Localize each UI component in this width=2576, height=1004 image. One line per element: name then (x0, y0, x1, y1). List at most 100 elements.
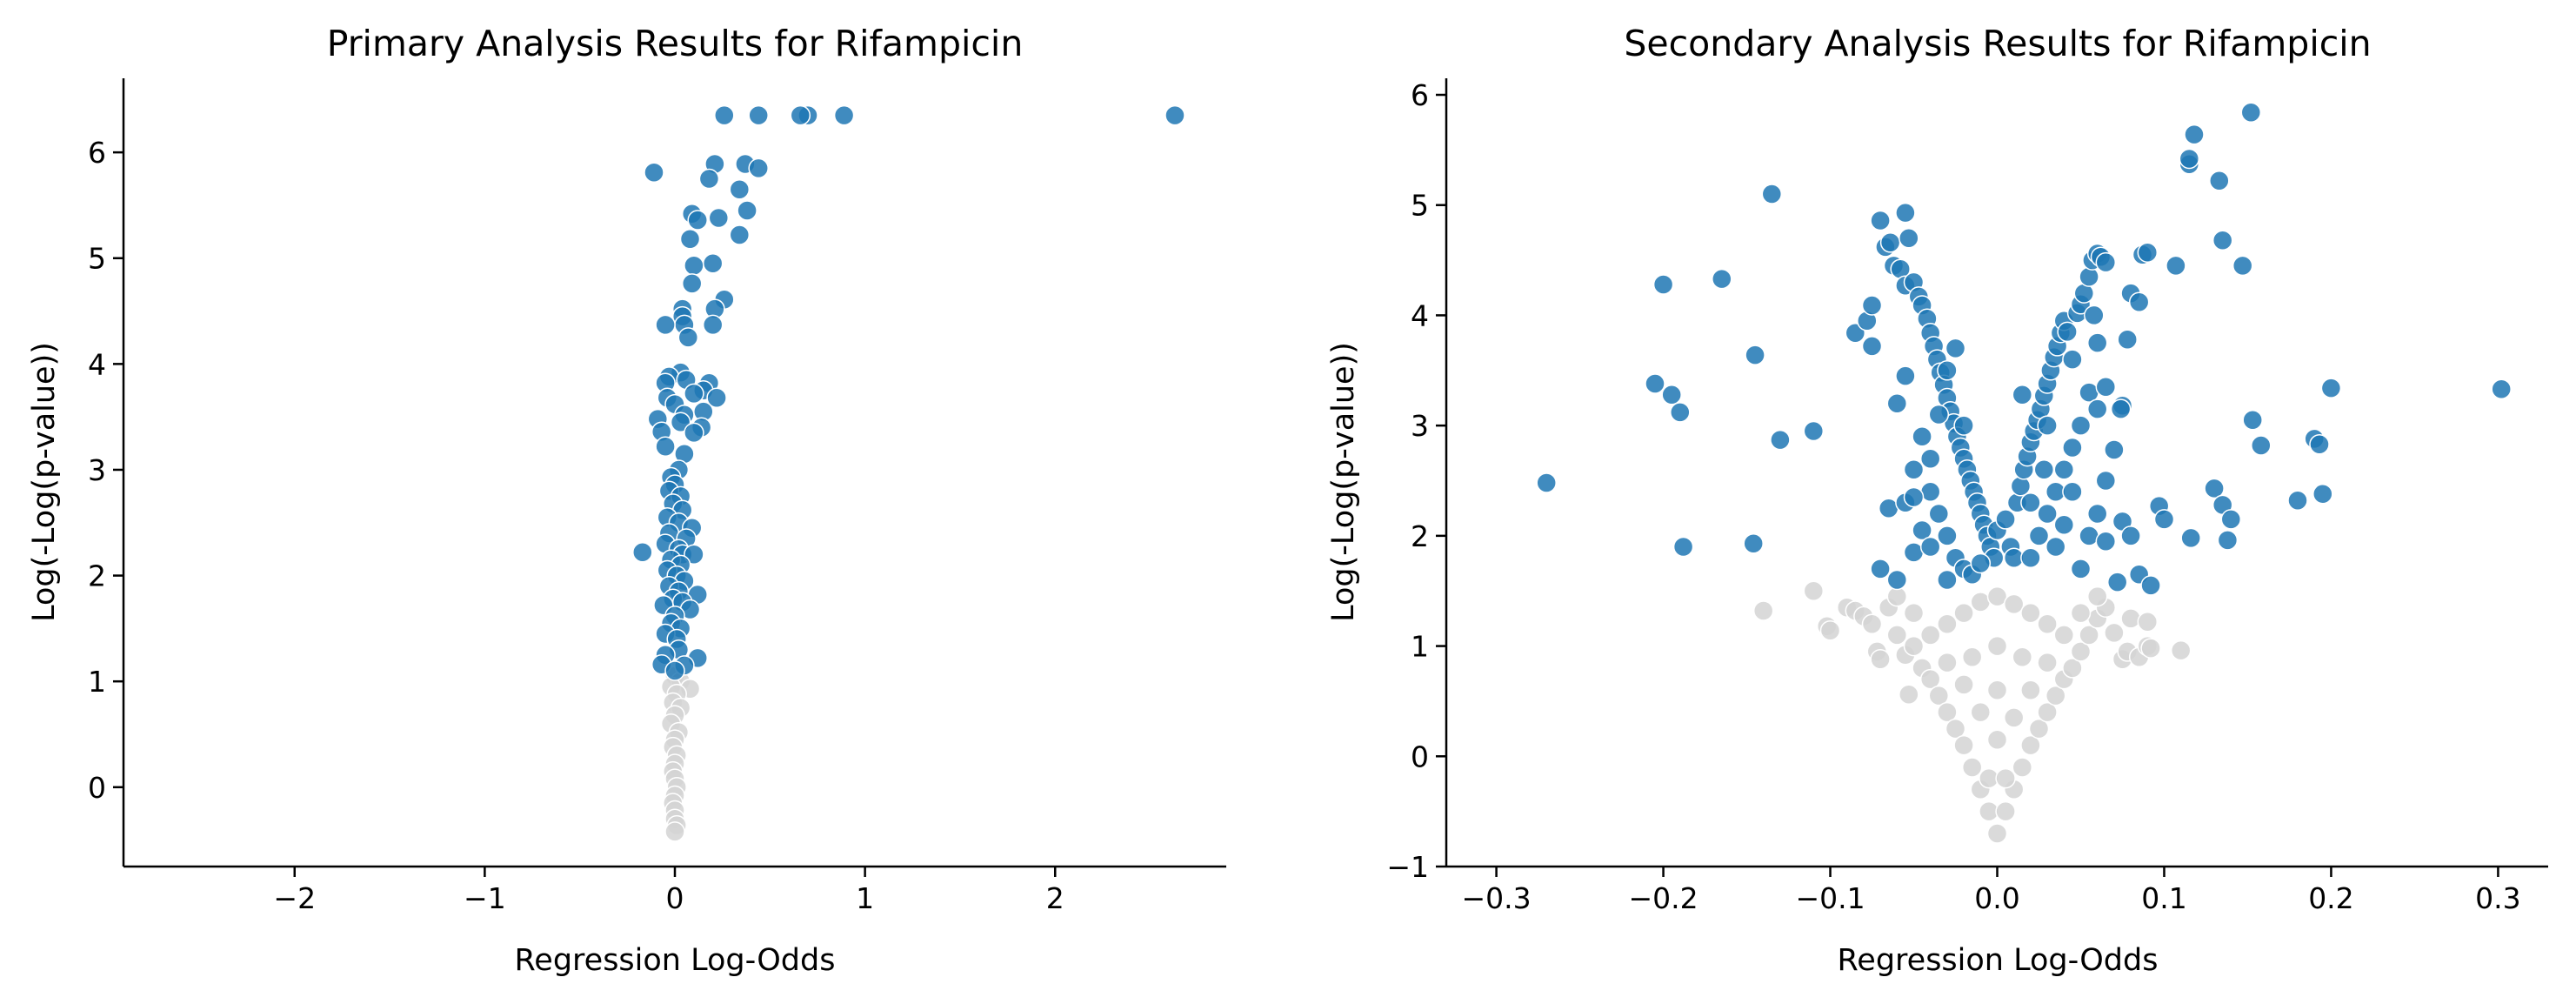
data-point (1652, 274, 1674, 295)
data-point (681, 273, 703, 294)
data-point (1986, 679, 2008, 701)
data-point (684, 544, 704, 565)
chart-title: Primary Analysis Results for Rifampicin (327, 23, 1024, 64)
data-point (1970, 701, 1992, 723)
data-point (702, 253, 724, 274)
data-point (1165, 104, 1185, 126)
data-point (2320, 378, 2342, 398)
data-point (1945, 338, 1966, 359)
data-point (2095, 531, 2117, 552)
data-point (833, 104, 855, 126)
data-point (1928, 685, 1950, 706)
data-point (2086, 503, 2108, 525)
data-point (644, 162, 664, 183)
secondary-analysis-panel: Secondary Analysis Results for Rifampici… (1326, 23, 2548, 978)
data-point (1895, 202, 1916, 224)
data-point (2045, 536, 2066, 558)
data-point (1899, 227, 1919, 249)
data-point (1661, 384, 1682, 405)
data-point (2037, 503, 2058, 525)
data-point (2287, 490, 2308, 512)
data-point (2095, 470, 2117, 492)
data-point (2137, 611, 2159, 633)
data-point (2020, 547, 2041, 568)
x-tick-label: 0.3 (2475, 881, 2520, 915)
y-tick-label: 6 (88, 136, 106, 170)
data-point (684, 422, 704, 444)
y-tick-label: 5 (1411, 189, 1429, 223)
data-point (684, 255, 704, 277)
data-point (1919, 668, 1941, 690)
not_significant-series (1752, 580, 2192, 844)
data-point (677, 327, 699, 348)
data-point (2020, 602, 2041, 624)
data-point (684, 383, 704, 405)
data-point (2053, 625, 2075, 646)
y-tick-label: 2 (88, 559, 106, 593)
x-tick-label: 0.2 (2308, 881, 2353, 915)
data-point (687, 210, 708, 231)
x-tick-label: 2 (1046, 881, 1064, 915)
data-point (748, 157, 769, 179)
data-point (708, 207, 730, 229)
x-axis-label: Regression Log-Odds (515, 943, 836, 978)
significant-series (632, 104, 1185, 681)
data-point (2057, 321, 2078, 343)
data-point (2312, 483, 2333, 505)
data-point (1961, 646, 1983, 667)
data-point (1886, 569, 1908, 591)
y-tick-label: 3 (88, 453, 106, 487)
data-point (1928, 404, 1950, 425)
data-point (2140, 638, 2161, 659)
data-point (1919, 448, 1941, 469)
data-point (2184, 124, 2205, 145)
data-point (1745, 345, 1765, 365)
data-point (1536, 472, 1557, 493)
data-point (748, 104, 769, 126)
data-point (1937, 701, 1958, 723)
data-point (2140, 575, 2161, 596)
data-point (2095, 377, 2117, 398)
data-point (1912, 426, 1932, 447)
data-point (2153, 509, 2175, 530)
data-point (2179, 148, 2200, 170)
data-point (2232, 255, 2253, 277)
data-point (2062, 437, 2083, 458)
data-point (2062, 658, 2083, 679)
data-point (729, 178, 751, 200)
data-point (1761, 184, 1783, 204)
data-point (2020, 679, 2041, 701)
data-point (2166, 255, 2186, 277)
data-point (1945, 718, 1966, 740)
data-point (1903, 602, 1925, 624)
x-tick-label: 1 (856, 881, 874, 915)
data-point (1937, 569, 1958, 591)
data-point (1672, 536, 1694, 558)
y-tick-label: 2 (1411, 519, 1429, 553)
data-point (1986, 729, 2008, 751)
data-point (790, 104, 811, 126)
data-point (1937, 652, 1958, 673)
data-point (664, 660, 685, 681)
y-tick-label: 3 (1411, 409, 1429, 443)
data-point (1870, 210, 1891, 231)
data-point (2020, 492, 2041, 513)
data-point (1899, 684, 1919, 706)
data-point (729, 224, 751, 245)
data-point (1995, 509, 2016, 530)
data-point (1903, 459, 1925, 480)
data-point (2062, 481, 2083, 502)
data-point (1903, 486, 1925, 508)
x-tick-label: −0.3 (1462, 881, 1532, 915)
data-point (2120, 525, 2141, 546)
data-point (2053, 459, 2075, 480)
data-point (2106, 572, 2128, 592)
data-point (2037, 652, 2058, 673)
data-point (1886, 625, 1908, 646)
data-point (1937, 613, 1958, 634)
data-point (2062, 349, 2083, 370)
data-point (2128, 291, 2150, 312)
data-point (1995, 800, 2016, 822)
data-point (1937, 525, 1958, 546)
data-point (2086, 332, 2108, 353)
